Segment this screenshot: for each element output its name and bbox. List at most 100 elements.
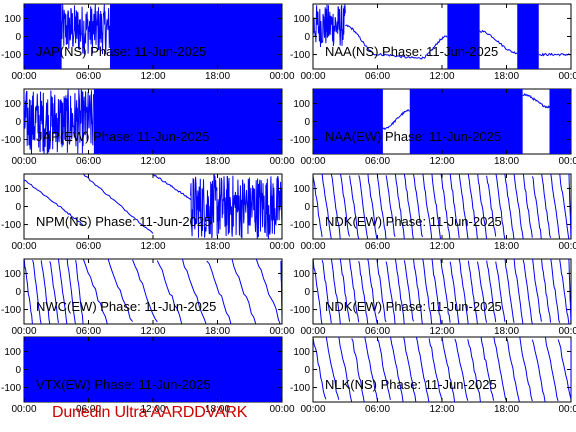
x-tick-label: 00:00 xyxy=(11,326,36,337)
y-tick-label: -100 xyxy=(1,220,21,231)
phase-trace-fill xyxy=(409,89,523,154)
trace-group xyxy=(313,4,571,69)
x-tick-label: 00:00 xyxy=(11,71,36,82)
x-tick-label: 00:00 xyxy=(300,241,325,252)
phase-panel: 100 0 -100 00:00 06:00 12:00 18:00 00:00 NPM(NS)… xyxy=(1,173,295,252)
phase-panel: 100 0 -100 00:00 06:00 12:00 18:00 00:00 VTX(EW)… xyxy=(1,336,295,415)
phase-panel: 100 0 -100 00:00 06:00 12:00 18:00 00:00 JAP(EW)… xyxy=(1,88,295,167)
x-tick-label: 18:00 xyxy=(494,156,519,167)
phase-panel: 100 0 -100 00:00 06:00 12:00 18:00 00:00 NDK(EW)… xyxy=(290,258,576,337)
panel-title: NAA(NS) Phase: 11-Jun-2025 xyxy=(325,44,498,59)
y-tick-label: 100 xyxy=(4,184,21,195)
x-tick-label: 18:00 xyxy=(494,241,519,252)
y-tick-label: 100 xyxy=(293,99,310,110)
trace-group xyxy=(24,259,282,324)
y-tick-label: 0 xyxy=(304,117,310,128)
x-tick-label: 12:00 xyxy=(140,156,165,167)
y-tick-label: -100 xyxy=(290,50,310,61)
phase-trace-fill xyxy=(447,4,480,69)
phase-trace-fill xyxy=(110,4,153,69)
footer-brand: Dunedin Ultra AARDDVARK xyxy=(52,404,248,421)
x-tick-label: 18:00 xyxy=(494,326,519,337)
x-tick-label: 12:00 xyxy=(140,404,165,415)
trace-group xyxy=(313,259,571,324)
x-tick-label: 00:00 xyxy=(300,156,325,167)
y-tick-label: -100 xyxy=(1,135,21,146)
y-tick-label: 0 xyxy=(15,202,21,213)
plot-frame xyxy=(312,336,572,403)
x-tick-label: 00:00 xyxy=(11,156,36,167)
phase-trace xyxy=(24,174,282,239)
x-tick-label: 06:00 xyxy=(365,71,390,82)
phase-trace-fill xyxy=(24,337,282,402)
x-tick-label: 00:00 xyxy=(558,326,576,337)
panel-title: VTX(EW) Phase: 11-Jun-2025 xyxy=(36,377,211,392)
x-tick-label: 12:00 xyxy=(429,404,454,415)
y-tick-label: 100 xyxy=(4,269,21,280)
x-tick-label: 06:00 xyxy=(76,71,101,82)
phase-trace-fill xyxy=(93,89,282,154)
y-tick-label: 0 xyxy=(304,365,310,376)
y-tick-label: 100 xyxy=(4,347,21,358)
trace-group xyxy=(24,174,282,239)
y-tick-label: -100 xyxy=(290,135,310,146)
trace-group xyxy=(313,89,571,154)
phase-trace-fill xyxy=(24,4,62,69)
phase-panel: 100 0 -100 00:00 06:00 12:00 18:00 00:00 NWC(EW)… xyxy=(1,258,295,337)
y-tick-label: 0 xyxy=(15,287,21,298)
phase-trace xyxy=(24,89,95,154)
y-tick-label: -100 xyxy=(290,383,310,394)
phase-trace xyxy=(313,259,571,324)
panel-title: NDK(EW) Phase: 11-Jun-2025 xyxy=(325,299,502,314)
y-tick-label: 100 xyxy=(293,347,310,358)
x-tick-label: 06:00 xyxy=(76,326,101,337)
x-tick-label: 00:00 xyxy=(558,404,576,415)
panel-title: NAA(EW) Phase: 11-Jun-2025 xyxy=(325,129,501,144)
phase-trace xyxy=(313,4,571,60)
x-tick-label: 12:00 xyxy=(429,241,454,252)
x-tick-label: 06:00 xyxy=(365,241,390,252)
x-tick-label: 06:00 xyxy=(365,156,390,167)
trace-group xyxy=(313,174,571,239)
y-tick-label: 100 xyxy=(4,14,21,25)
phase-trace xyxy=(382,92,550,131)
x-tick-label: 18:00 xyxy=(205,404,230,415)
trace-group xyxy=(24,337,282,402)
trace-group xyxy=(24,89,282,154)
y-tick-label: 0 xyxy=(304,202,310,213)
x-tick-label: 18:00 xyxy=(205,326,230,337)
x-tick-label: 06:00 xyxy=(365,404,390,415)
phase-trace xyxy=(313,337,571,402)
y-tick-label: 0 xyxy=(15,365,21,376)
y-tick-label: 0 xyxy=(304,287,310,298)
x-tick-label: 18:00 xyxy=(205,71,230,82)
y-tick-label: -100 xyxy=(290,220,310,231)
panel-title: JAP(NS) Phase: 11-Jun-2025 xyxy=(36,44,206,59)
x-tick-label: 18:00 xyxy=(494,404,519,415)
y-tick-label: 100 xyxy=(293,14,310,25)
x-tick-label: 00:00 xyxy=(269,326,294,337)
x-tick-label: 12:00 xyxy=(429,71,454,82)
y-tick-label: -100 xyxy=(1,50,21,61)
phase-trace xyxy=(24,259,282,324)
phase-panel: 100 0 -100 00:00 06:00 12:00 18:00 00:00 NLK(NS)… xyxy=(290,336,576,415)
x-tick-label: 00:00 xyxy=(11,404,36,415)
x-tick-label: 00:00 xyxy=(558,156,576,167)
phase-trace-fill xyxy=(549,89,571,154)
phase-trace-fill xyxy=(313,89,383,154)
phase-trace-fill xyxy=(174,4,282,69)
trace-group xyxy=(313,337,571,402)
x-tick-label: 12:00 xyxy=(140,71,165,82)
phase-trace-fill xyxy=(153,4,175,69)
phase-panel: 100 0 -100 00:00 06:00 12:00 18:00 00:00 NDK(EW)… xyxy=(290,173,576,252)
x-tick-label: 12:00 xyxy=(429,156,454,167)
y-tick-label: 0 xyxy=(304,32,310,43)
y-tick-label: 100 xyxy=(293,184,310,195)
y-tick-label: -100 xyxy=(1,305,21,316)
phase-panel: 100 0 -100 00:00 06:00 12:00 18:00 00:00 NAA(EW)… xyxy=(290,88,576,167)
x-tick-label: 00:00 xyxy=(300,71,325,82)
phase-panel: 100 0 -100 00:00 06:00 12:00 18:00 00:00 JAP(NS)… xyxy=(1,3,295,82)
x-tick-label: 00:00 xyxy=(269,404,294,415)
x-tick-label: 12:00 xyxy=(140,326,165,337)
